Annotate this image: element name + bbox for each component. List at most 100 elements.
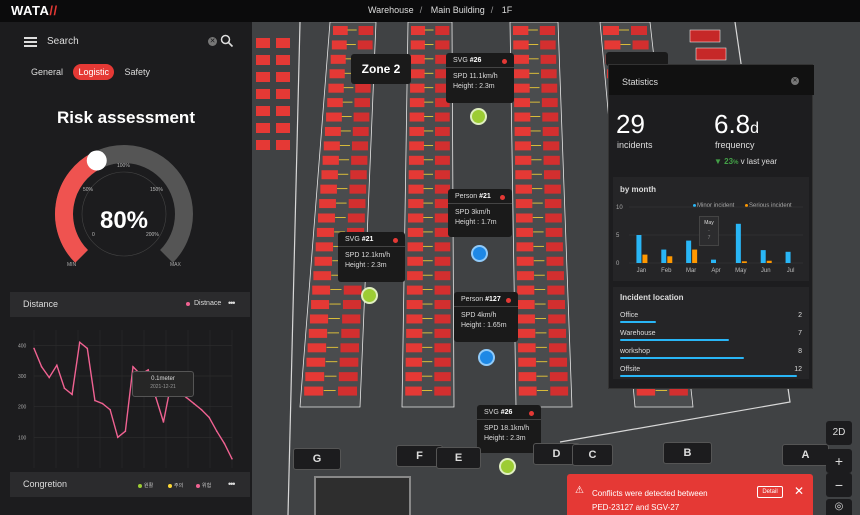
y-tick-label: 0 xyxy=(616,261,620,267)
rack-box xyxy=(315,242,333,252)
rack-box xyxy=(632,40,649,50)
close-icon[interactable]: ✕ xyxy=(794,484,805,498)
legend-item: 원활 xyxy=(138,482,153,489)
rack-box xyxy=(541,69,557,79)
vehicle-marker[interactable]: SVG #26 SPD 11.1km/h Height : 2.3m xyxy=(446,53,514,103)
data-point xyxy=(124,430,127,432)
data-point xyxy=(162,421,165,423)
person-icon[interactable] xyxy=(471,245,488,262)
rack-box xyxy=(543,141,560,151)
rack-box xyxy=(354,98,371,108)
more-icon[interactable]: ••• xyxy=(228,298,236,308)
rack-box xyxy=(410,40,425,50)
vehicle-marker[interactable]: SVG #21 SPD 12.1km/h Height : 2.3m xyxy=(338,232,405,282)
breadcrumb-item[interactable]: 1F xyxy=(501,5,513,15)
vehicle-icon[interactable] xyxy=(499,458,516,475)
rack-box xyxy=(434,227,451,237)
data-point xyxy=(208,416,210,419)
by-month-chart: 10 5 0 Jan Feb Mar Apr May Jun Jul xyxy=(616,205,803,274)
rack-box xyxy=(328,83,344,93)
bar-serious xyxy=(692,249,698,263)
aisle-label-a[interactable]: A xyxy=(782,444,829,466)
rack-box xyxy=(318,213,335,223)
rack-box xyxy=(405,372,422,382)
rack-box xyxy=(514,98,531,108)
search-icon[interactable] xyxy=(220,34,234,48)
rack-box xyxy=(546,242,563,252)
aisle-label-g[interactable]: G xyxy=(293,448,341,470)
rack-box xyxy=(543,155,560,165)
rack-box xyxy=(351,155,368,165)
bar-minor xyxy=(760,250,766,263)
rack-box xyxy=(331,40,347,50)
tab-logistic[interactable]: Logistic xyxy=(73,64,114,80)
rack-box xyxy=(434,343,451,353)
aisle-label-b[interactable]: B xyxy=(663,442,712,464)
rack-box xyxy=(358,26,374,35)
rack-box xyxy=(514,112,531,122)
rack-box xyxy=(323,141,340,151)
risk-title: Risk assessment xyxy=(57,108,195,127)
menu-icon[interactable] xyxy=(24,37,37,47)
y-tick-label: 200 xyxy=(18,405,27,411)
rack-box xyxy=(517,300,535,310)
detail-button[interactable]: Detail xyxy=(757,486,783,498)
x-tick-label: Jun xyxy=(761,268,771,274)
breadcrumb-item[interactable]: Main Building xyxy=(430,5,485,15)
tab-general[interactable]: General xyxy=(31,67,64,77)
status-dot xyxy=(502,59,507,64)
statistics-header: Statistics ✕ xyxy=(609,65,814,95)
rack-box xyxy=(410,54,425,64)
data-point xyxy=(78,341,81,344)
rack-box xyxy=(434,300,451,310)
storage-box xyxy=(256,123,270,133)
rack-box xyxy=(435,40,450,50)
rack-box xyxy=(407,227,424,237)
location-row[interactable]: workshop 8 xyxy=(620,348,802,359)
aisle-label-e[interactable]: E xyxy=(436,447,481,469)
tab-safety[interactable]: Safety xyxy=(124,67,150,77)
rack-box xyxy=(406,328,423,338)
person-icon[interactable] xyxy=(478,349,495,366)
locate-icon[interactable]: ◎ xyxy=(826,499,852,515)
vehicle-icon[interactable] xyxy=(470,108,487,125)
breadcrumb: Warehouse / Main Building/ 1F xyxy=(368,5,513,15)
rack-box xyxy=(305,372,325,382)
close-icon[interactable]: ✕ xyxy=(791,77,799,85)
rack-box xyxy=(546,256,564,266)
more-icon[interactable]: ••• xyxy=(228,479,236,489)
location-bar xyxy=(620,321,657,323)
rack-box xyxy=(307,343,327,353)
rack-box xyxy=(435,126,450,136)
rack-box xyxy=(513,54,530,64)
y-tick-label: 5 xyxy=(616,233,620,239)
x-tick-label: Feb xyxy=(661,268,672,274)
zoom-out-button[interactable]: − xyxy=(826,473,852,497)
view-mode-button[interactable]: 2D xyxy=(826,421,852,445)
rack-box xyxy=(321,170,338,180)
clear-icon[interactable]: ✕ xyxy=(208,37,217,46)
distance-chart: 400 300 200 100 xyxy=(18,330,233,468)
person-marker[interactable]: Person #127 SPD 4km/h Height : 1.65m xyxy=(454,292,518,342)
rack-box xyxy=(434,199,451,209)
legend-item: 위험 xyxy=(196,482,211,489)
location-row[interactable]: Warehouse 7 xyxy=(620,330,802,341)
location-row[interactable]: Offsite 12 xyxy=(620,366,802,377)
person-marker[interactable]: Person #21 SPD 3km/h Height : 1.7m xyxy=(448,189,512,237)
search-input[interactable]: Search xyxy=(47,36,79,47)
zoom-in-button[interactable]: + xyxy=(826,449,852,473)
breadcrumb-item[interactable]: Warehouse xyxy=(368,5,414,15)
vehicle-icon[interactable] xyxy=(361,287,378,304)
marker-title: SVG #26 xyxy=(446,53,514,68)
location-row[interactable]: Office 2 xyxy=(620,312,802,323)
rack-box xyxy=(434,213,451,223)
warning-icon: ⚠ xyxy=(575,485,584,496)
zone-label[interactable]: Zone 2 xyxy=(351,54,411,84)
location-bar xyxy=(620,375,797,377)
aisle-label-c[interactable]: C xyxy=(572,444,613,466)
vehicle-marker[interactable]: SVG #26 SPD 18.1km/h Height : 2.3m xyxy=(477,405,541,453)
rack-box xyxy=(549,343,567,353)
rack-box xyxy=(518,372,537,382)
rack-box xyxy=(518,343,536,353)
aisle-label-d[interactable]: D xyxy=(533,443,580,465)
